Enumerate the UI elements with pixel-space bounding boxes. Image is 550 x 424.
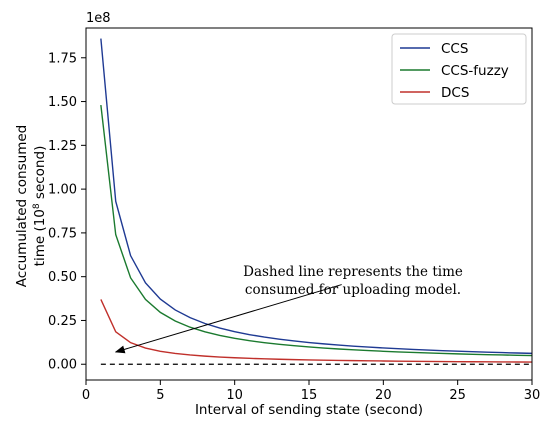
annotation: Dashed line represents the time consumed… <box>114 264 463 354</box>
axis-ticks: 0 5 10 15 20 25 30 0.00 0.25 0.50 0.75 1.00 1.25 1.50… <box>48 51 540 403</box>
y-offset-label: 1e8 <box>86 11 111 26</box>
y-axis-label-exponent: 8 <box>32 203 42 209</box>
legend-label-ccs: CCS <box>441 41 468 57</box>
y-tick-label: 0.50 <box>48 270 77 285</box>
plot-frame <box>85 27 533 381</box>
x-tick-label: 0 <box>82 388 90 403</box>
x-tick-label: 10 <box>226 388 243 403</box>
y-axis-label-line2-prefix: time (10 <box>32 209 48 266</box>
legend-label-ccs-fuzzy: CCS-fuzzy <box>441 63 509 79</box>
x-tick-label: 25 <box>449 388 466 403</box>
legend-label-dcs: DCS <box>441 85 469 101</box>
y-axis-label-line1: Accumulated consumed <box>14 125 30 287</box>
legend-box <box>391 33 527 105</box>
annotation-arrow <box>114 284 342 354</box>
y-tick-label: 1.50 <box>48 95 77 110</box>
y-axis-label-line2-suffix: second) <box>32 146 48 204</box>
series-line-dcs <box>100 299 533 363</box>
series-line-ccs-fuzzy <box>100 104 533 357</box>
annotation-line1: Dashed line represents the time <box>243 264 463 280</box>
series-line-ccs <box>100 38 533 355</box>
annotation-line2: consumed for uploading model. <box>245 282 461 298</box>
y-tick-label: 0.00 <box>48 358 77 373</box>
y-tick-label: 1.25 <box>48 139 77 154</box>
legend: CCS CCS-fuzzy DCS <box>391 33 527 105</box>
series-lines <box>100 38 533 363</box>
x-tick-label: 20 <box>375 388 392 403</box>
y-axis-label-line2: time (108 second) <box>32 146 48 267</box>
y-tick-label: 1.00 <box>48 183 77 198</box>
y-axis-label: Accumulated consumed time (108 second) <box>14 125 48 287</box>
x-tick-label: 30 <box>524 388 541 403</box>
y-tick-label: 0.75 <box>48 226 77 241</box>
x-tick-label: 5 <box>156 388 164 403</box>
y-tick-label: 0.25 <box>48 314 77 329</box>
x-tick-label: 15 <box>301 388 318 403</box>
y-tick-label: 1.75 <box>48 51 77 66</box>
x-axis-label: Interval of sending state (second) <box>195 402 423 418</box>
